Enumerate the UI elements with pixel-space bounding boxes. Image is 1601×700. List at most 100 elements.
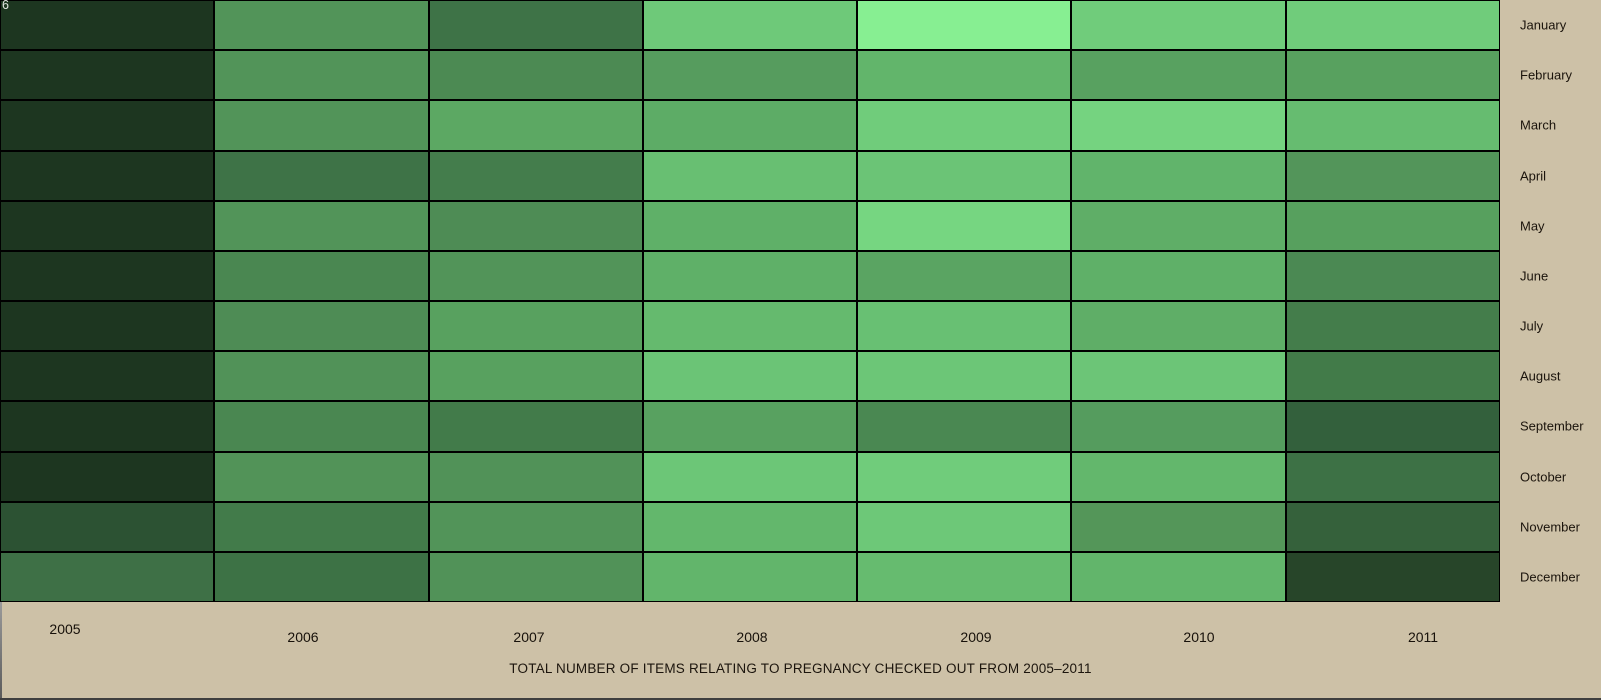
- heatmap-cell[interactable]: [643, 151, 857, 200]
- heatmap-cell[interactable]: [858, 402, 1071, 451]
- heatmap-cell[interactable]: [215, 302, 428, 351]
- heatmap-cell[interactable]: [1286, 302, 1499, 351]
- heatmap-cell[interactable]: [215, 51, 428, 100]
- heatmap-cell[interactable]: [858, 352, 1071, 401]
- heatmap-cell[interactable]: [1, 502, 214, 551]
- heatmap-cell[interactable]: [1072, 251, 1285, 300]
- heatmap-cell[interactable]: [1072, 151, 1285, 200]
- month-label: August: [1520, 368, 1561, 384]
- corner-count-label: 6: [2, 0, 9, 12]
- heatmap-cell[interactable]: [1, 552, 214, 601]
- heatmap-cell[interactable]: [1072, 302, 1285, 351]
- month-label: December: [1520, 569, 1580, 585]
- year-label: 2010: [1183, 629, 1215, 645]
- heatmap-cell[interactable]: [1286, 251, 1499, 300]
- year-label: 2011: [1407, 629, 1439, 645]
- heatmap-cell[interactable]: [215, 201, 428, 250]
- heatmap-cell[interactable]: [643, 552, 857, 601]
- month-label: June: [1520, 268, 1549, 284]
- month-label: November: [1520, 519, 1580, 535]
- heatmap-cell[interactable]: [858, 251, 1071, 300]
- heatmap-cell[interactable]: [1, 51, 214, 100]
- heatmap-cell[interactable]: [429, 101, 642, 150]
- heatmap-cell[interactable]: [1286, 402, 1499, 451]
- heatmap-cell[interactable]: [429, 1, 642, 50]
- heatmap-cell[interactable]: [858, 151, 1071, 200]
- heatmap-cell[interactable]: [1286, 51, 1499, 100]
- heatmap-cell[interactable]: [643, 502, 857, 551]
- heatmap-cell[interactable]: [215, 251, 428, 300]
- month-label: July: [1520, 318, 1544, 334]
- heatmap-cell[interactable]: [643, 201, 857, 250]
- heatmap-cell[interactable]: [1, 452, 214, 501]
- heatmap-cell[interactable]: [1286, 1, 1499, 50]
- heatmap-cell[interactable]: [858, 552, 1071, 601]
- heatmap-cell[interactable]: [858, 502, 1071, 551]
- heatmap-cell[interactable]: [858, 201, 1071, 250]
- heatmap-cell[interactable]: [643, 402, 857, 451]
- year-label: 2009: [960, 629, 992, 645]
- heatmap-cell[interactable]: [858, 101, 1071, 150]
- heatmap-cell[interactable]: [1072, 502, 1285, 551]
- heatmap-cell[interactable]: [215, 502, 428, 551]
- heatmap-cell[interactable]: [1, 402, 214, 451]
- heatmap-cell[interactable]: [1072, 402, 1285, 451]
- heatmap-grid: [0, 0, 1500, 602]
- month-label: September: [1520, 418, 1584, 434]
- heatmap-cell[interactable]: [429, 452, 642, 501]
- left-edge-artifact: [0, 602, 2, 700]
- heatmap-cell[interactable]: [643, 452, 857, 501]
- heatmap-cell[interactable]: [429, 201, 642, 250]
- heatmap-cell[interactable]: [429, 502, 642, 551]
- heatmap-cell[interactable]: [1286, 101, 1499, 150]
- heatmap-cell[interactable]: [215, 552, 428, 601]
- heatmap-cell[interactable]: [215, 352, 428, 401]
- heatmap-cell[interactable]: [429, 402, 642, 451]
- heatmap-cell[interactable]: [1072, 552, 1285, 601]
- heatmap-cell[interactable]: [858, 452, 1071, 501]
- heatmap-cell[interactable]: [429, 352, 642, 401]
- month-label: April: [1520, 168, 1547, 184]
- heatmap-cell[interactable]: [429, 552, 642, 601]
- heatmap-cell[interactable]: [1, 201, 214, 250]
- heatmap-cell[interactable]: [215, 402, 428, 451]
- heatmap-cell[interactable]: [643, 352, 857, 401]
- heatmap-cell[interactable]: [643, 251, 857, 300]
- heatmap-cell[interactable]: [429, 151, 642, 200]
- heatmap-cell[interactable]: [643, 302, 857, 351]
- heatmap-cell[interactable]: [858, 1, 1071, 50]
- heatmap-cell[interactable]: [429, 302, 642, 351]
- month-label: January: [1520, 17, 1567, 33]
- heatmap-cell[interactable]: [1286, 201, 1499, 250]
- heatmap-cell[interactable]: [215, 452, 428, 501]
- heatmap-cell[interactable]: [1286, 502, 1499, 551]
- heatmap-cell[interactable]: [1, 251, 214, 300]
- heatmap-cell[interactable]: [1, 1, 214, 50]
- heatmap-cell[interactable]: [1, 302, 214, 351]
- heatmap-cell[interactable]: [643, 51, 857, 100]
- heatmap-cell[interactable]: [429, 251, 642, 300]
- heatmap-cell[interactable]: [1, 101, 214, 150]
- month-label: October: [1520, 469, 1567, 485]
- heatmap-cell[interactable]: [429, 51, 642, 100]
- heatmap-cell[interactable]: [215, 151, 428, 200]
- heatmap-cell[interactable]: [1072, 101, 1285, 150]
- heatmap-cell[interactable]: [1, 151, 214, 200]
- heatmap-cell[interactable]: [1072, 1, 1285, 50]
- heatmap-cell[interactable]: [215, 101, 428, 150]
- heatmap-cell[interactable]: [215, 1, 428, 50]
- heatmap-cell[interactable]: [643, 1, 857, 50]
- heatmap-cell[interactable]: [1072, 352, 1285, 401]
- heatmap-cell[interactable]: [1286, 352, 1499, 401]
- heatmap-cell[interactable]: [1, 352, 214, 401]
- heatmap-cell[interactable]: [858, 302, 1071, 351]
- heatmap-cell[interactable]: [858, 51, 1071, 100]
- heatmap-cell[interactable]: [1286, 452, 1499, 501]
- heatmap-cell[interactable]: [643, 101, 857, 150]
- heatmap-cell[interactable]: [1286, 151, 1499, 200]
- heatmap-cell[interactable]: [1072, 452, 1285, 501]
- heatmap-cell[interactable]: [1072, 51, 1285, 100]
- heatmap-cell[interactable]: [1072, 201, 1285, 250]
- heatmap-cell[interactable]: [1286, 552, 1499, 601]
- year-label: 2006: [287, 629, 319, 645]
